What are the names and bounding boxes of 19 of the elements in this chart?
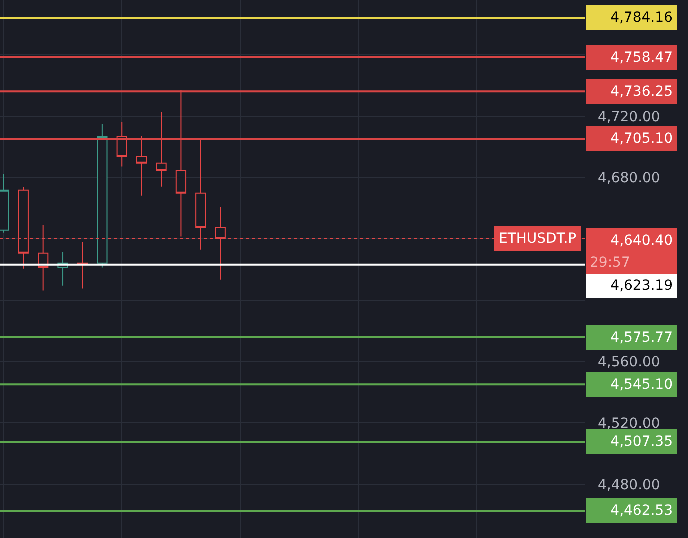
y-tick-label: 4,480.00 (598, 477, 660, 494)
ref-line-label: 4,758.47 (610, 50, 673, 66)
y-tick-label: 4,720.00 (598, 109, 660, 126)
ref-line-label: 4,736.25 (610, 84, 673, 100)
ref-line-label: 4,507.35 (610, 434, 673, 450)
text: 29:57 (590, 255, 630, 271)
y-tick-label: 4,520.00 (598, 416, 660, 432)
y-tick-label: 4,560.00 (598, 354, 660, 371)
ref-line-label: 4,462.53 (610, 503, 673, 519)
ref-line-label: 4,784.16 (610, 10, 673, 26)
candlestick (97, 124, 108, 268)
ref-line-label: 4,640.40 (610, 233, 673, 249)
annotation: ETHUSDT.P (499, 231, 577, 247)
ref-line-label: 4,545.10 (610, 377, 673, 393)
y-tick-label: 4,680.00 (598, 170, 660, 187)
ref-line-label: 4,575.77 (610, 330, 673, 346)
ref-line-label: 4,705.10 (610, 131, 673, 147)
ref-line-label: 4,623.19 (610, 278, 673, 294)
candlestick (77, 242, 88, 290)
